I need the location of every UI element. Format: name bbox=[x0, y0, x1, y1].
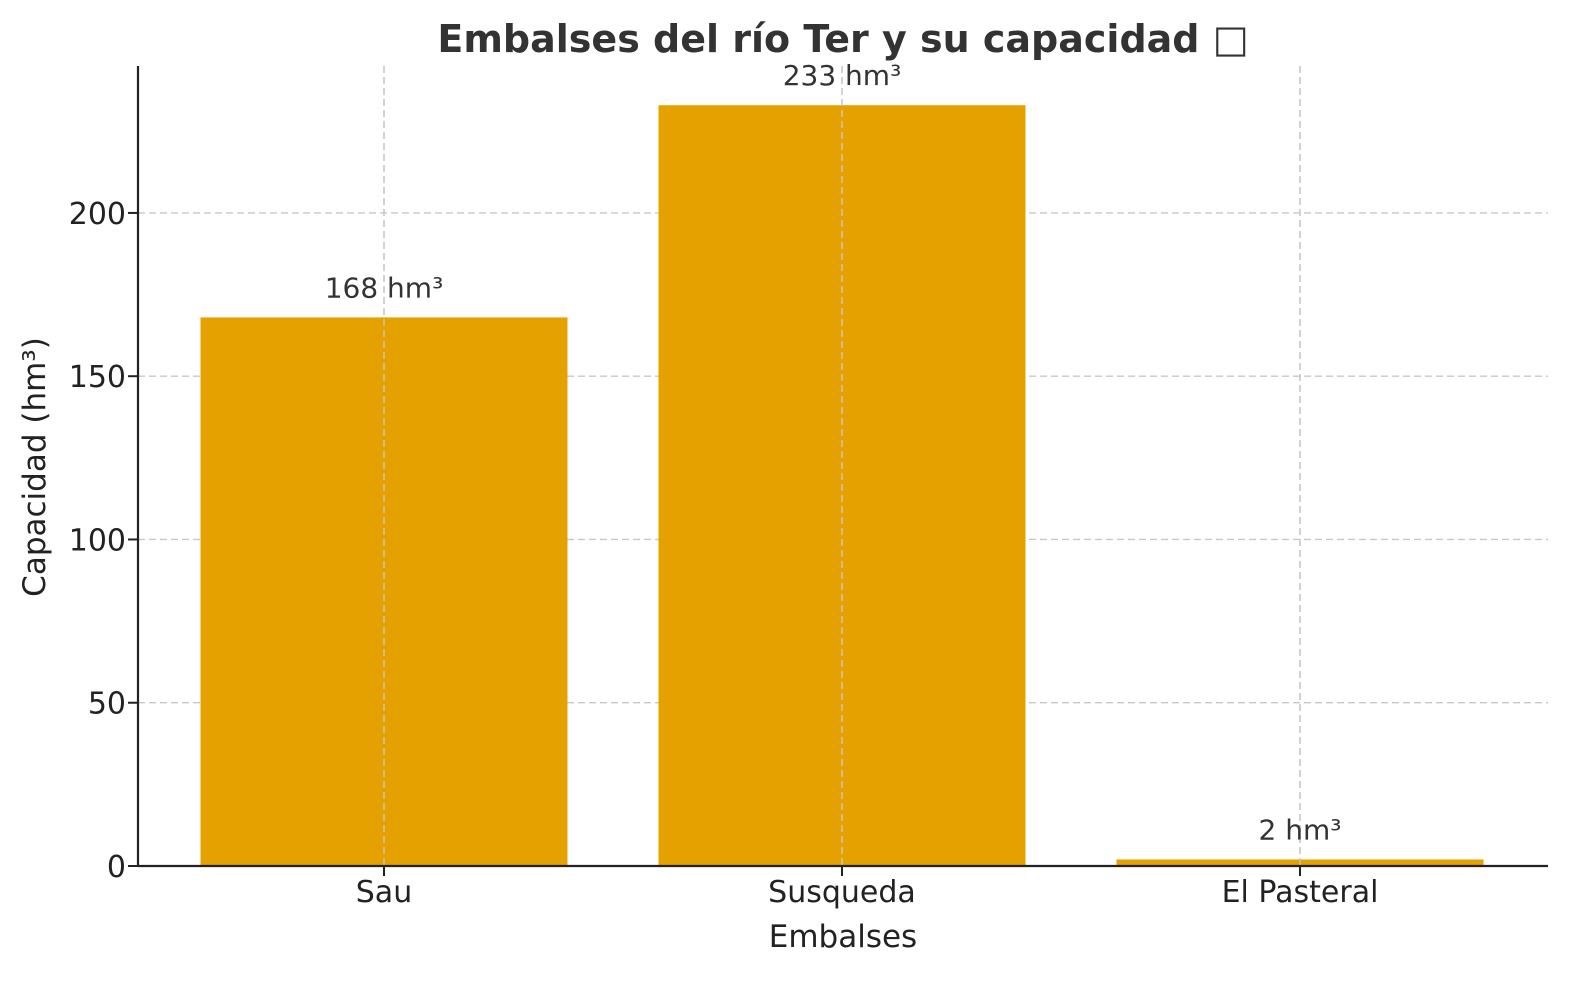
y-axis-ticks: 0 50 100 150 200 bbox=[69, 197, 138, 885]
x-axis-ticks: Sau Susqueda El Pasteral bbox=[356, 866, 1379, 910]
bars bbox=[200, 66, 1484, 867]
y-tick-label: 150 bbox=[69, 360, 126, 395]
bar-value-label: 168 hm³ bbox=[325, 271, 444, 304]
y-axis-label: Capacidad (hm³) bbox=[17, 337, 53, 597]
bar-value-label: 233 hm³ bbox=[783, 59, 902, 92]
x-tick-label: Susqueda bbox=[768, 875, 916, 910]
x-axis-label: Embalses bbox=[769, 919, 917, 955]
y-tick-label: 200 bbox=[69, 197, 126, 232]
y-tick-label: 0 bbox=[107, 850, 126, 885]
bar-value-label: 2 hm³ bbox=[1259, 813, 1342, 846]
y-tick-label: 100 bbox=[69, 523, 126, 558]
x-tick-label: Sau bbox=[356, 875, 412, 910]
data-labels: 168 hm³ 233 hm³ 2 hm³ bbox=[325, 59, 1342, 846]
y-tick-label: 50 bbox=[88, 687, 126, 722]
x-tick-label: El Pasteral bbox=[1222, 875, 1379, 910]
chart-title: Embalses del río Ter y su capacidad □ bbox=[437, 17, 1248, 61]
